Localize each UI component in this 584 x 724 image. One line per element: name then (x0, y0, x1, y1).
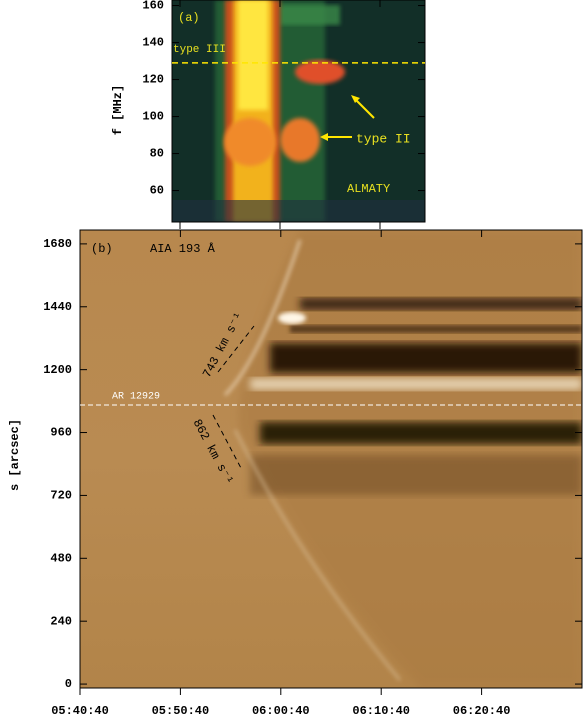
ylabel: f [MHz] (111, 85, 125, 135)
y-tick-label: 240 (50, 614, 72, 628)
y-tick-label: 1440 (43, 300, 72, 314)
y-tick-label: 160 (142, 0, 164, 13)
y-tick-label: 80 (150, 147, 164, 161)
panel-label: (a) (178, 11, 200, 25)
y-tick-label: 100 (142, 110, 164, 124)
y-tick-label: 960 (50, 426, 72, 440)
y-tick-label: 480 (50, 551, 72, 565)
x-tick-label: 06:00:40 (252, 704, 310, 718)
x-tick-label: 05:40:40 (51, 704, 109, 718)
annotation: type III (173, 44, 226, 56)
y-tick-label: 1680 (43, 237, 72, 251)
x-tick-label: 05:50:40 (152, 704, 210, 718)
annotation: ALMATY (347, 182, 390, 196)
panel-label: (b) (91, 242, 113, 256)
velocity-fit (212, 414, 243, 471)
y-tick-label: 60 (150, 184, 164, 198)
x-tick-label: 06:10:40 (352, 704, 410, 718)
arrow-head (320, 133, 328, 141)
y-tick-label: 0 (65, 677, 72, 691)
x-tick-label: 06:20:40 (453, 704, 511, 718)
instrument: AIA 193 Å (150, 241, 216, 256)
velocity-fit (217, 325, 255, 373)
arrow-head (351, 95, 360, 103)
y-tick-label: 120 (142, 73, 164, 87)
plot-frame (79, 229, 583, 689)
annotation: type II (356, 131, 411, 146)
y-tick-label: 140 (142, 36, 164, 50)
ylabel: s [arcsec] (8, 419, 22, 491)
y-tick-label: 1200 (43, 363, 72, 377)
y-tick-label: 720 (50, 489, 72, 503)
aia-image (80, 230, 582, 688)
plot-frame (171, 0, 426, 223)
reference-label: AR 12929 (112, 392, 160, 403)
spectrogram-image (172, 0, 425, 222)
